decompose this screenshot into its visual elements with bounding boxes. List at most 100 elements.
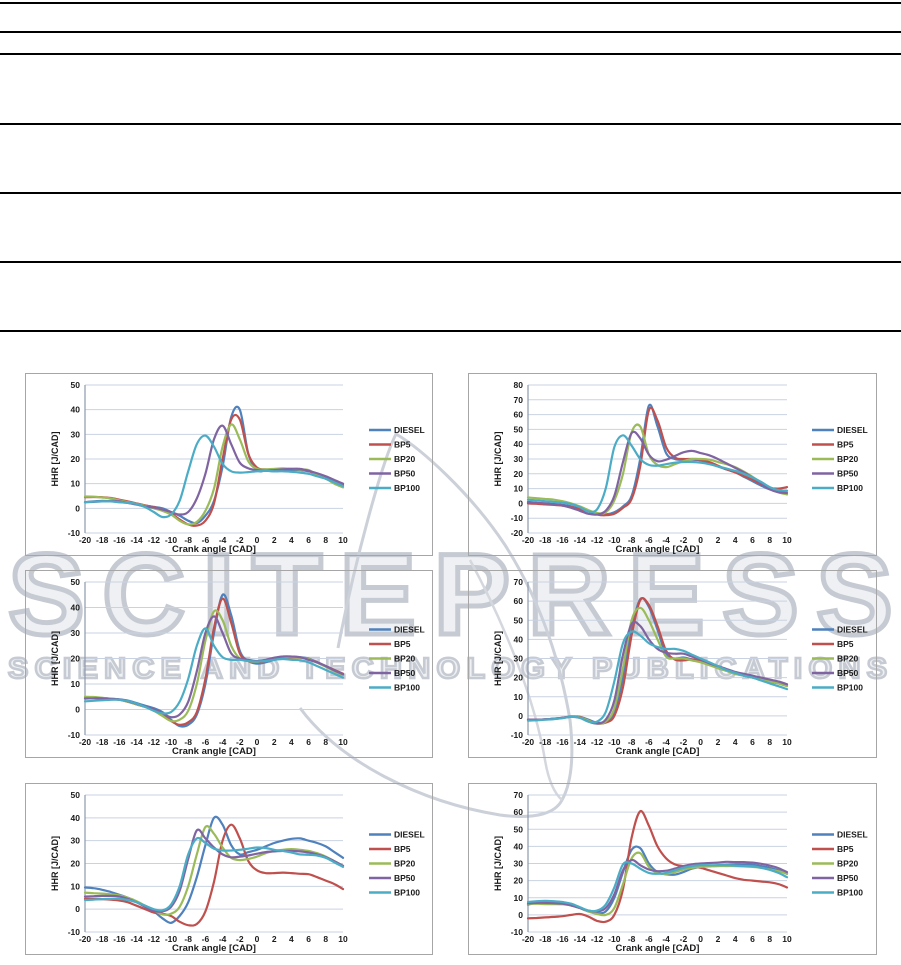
x-tick-label: -2 <box>680 737 688 747</box>
y-tick-label: 0 <box>518 711 523 721</box>
series-line-BP100 <box>526 434 789 514</box>
table-rule <box>0 330 901 332</box>
y-tick-label: 10 <box>514 893 524 903</box>
x-tick-label: 4 <box>733 934 738 944</box>
series-line-DIESEL <box>526 596 789 724</box>
legend-label-DIESEL: DIESEL <box>394 830 425 840</box>
x-tick-label: 10 <box>338 535 348 545</box>
legend-label-BP5: BP5 <box>394 844 411 854</box>
y-tick-label: 50 <box>514 824 524 834</box>
series-line-BP100 <box>83 627 345 715</box>
x-tick-label: -6 <box>202 934 210 944</box>
y-tick-label: 40 <box>514 841 524 851</box>
x-tick-label: -10 <box>165 737 178 747</box>
x-tick-label: 10 <box>782 535 792 545</box>
y-tick-label: -20 <box>511 528 524 538</box>
legend-label-BP5: BP5 <box>837 440 854 450</box>
y-tick-label: 50 <box>514 615 524 625</box>
x-tick-label: -8 <box>184 737 192 747</box>
x-tick-label: -18 <box>96 737 109 747</box>
legend-label-BP20: BP20 <box>394 454 416 464</box>
legend-label-BP5: BP5 <box>837 844 854 854</box>
x-tick-label: -4 <box>662 737 670 747</box>
table-rule <box>0 53 901 55</box>
x-tick-label: 8 <box>767 934 772 944</box>
table-rule <box>0 2 901 4</box>
y-tick-label: 20 <box>514 876 524 886</box>
x-tick-label: 4 <box>733 737 738 747</box>
y-tick-label: 70 <box>514 395 524 405</box>
x-tick-label: 10 <box>338 934 348 944</box>
x-tick-label: 0 <box>698 535 703 545</box>
y-tick-label: 50 <box>71 790 81 800</box>
x-tick-label: -18 <box>96 535 109 545</box>
chart-hhr-row3-left: -10 0 10 20 30 40 50 -20 -18 -16 -14 -12 -10 -8 -6 -4 -2… <box>25 783 433 955</box>
x-tick-label: 6 <box>306 535 311 545</box>
x-tick-label: -4 <box>662 934 670 944</box>
x-axis-title: Crank angle [CAD] <box>616 544 700 555</box>
legend-label-DIESEL: DIESEL <box>837 830 868 840</box>
y-tick-label: 10 <box>514 692 524 702</box>
y-tick-label: 10 <box>514 484 524 494</box>
x-tick-label: 6 <box>750 535 755 545</box>
y-axis-title: HHR [J/CAD] <box>493 431 503 486</box>
legend-label-BP20: BP20 <box>837 859 859 869</box>
x-tick-label: -20 <box>522 934 535 944</box>
y-tick-label: 30 <box>514 654 524 664</box>
x-tick-label: 4 <box>289 934 294 944</box>
x-axis-title: Crank angle [CAD] <box>172 544 256 555</box>
y-tick-label: 30 <box>71 429 81 439</box>
chart-border <box>25 373 433 556</box>
legend-label-DIESEL: DIESEL <box>394 425 425 435</box>
x-tick-label: -14 <box>130 535 143 545</box>
chart-hhr-row3-right: -10 0 10 20 30 40 50 60 70 -20 -18 -16 -14 -12 -10 -8 -6… <box>468 783 877 955</box>
legend-label-BP5: BP5 <box>837 639 854 649</box>
y-tick-label: 40 <box>514 634 524 644</box>
legend-label-BP20: BP20 <box>394 654 416 664</box>
x-tick-label: -2 <box>680 535 688 545</box>
x-tick-label: -8 <box>628 535 636 545</box>
y-axis-title: HHR [J/CAD] <box>50 836 60 891</box>
x-tick-label: 8 <box>767 535 772 545</box>
x-tick-label: 6 <box>750 737 755 747</box>
series-line-BP100 <box>83 434 345 519</box>
legend-label-BP50: BP50 <box>837 469 859 479</box>
x-tick-label: -20 <box>522 737 535 747</box>
chart-border <box>468 570 877 758</box>
x-tick-label: -18 <box>96 934 109 944</box>
y-tick-label: 70 <box>514 577 524 587</box>
y-tick-label: 50 <box>71 380 81 390</box>
legend-label-BP5: BP5 <box>394 639 411 649</box>
x-tick-label: 10 <box>782 934 792 944</box>
chart-hhr-row1-left: -10 0 10 20 30 40 50 -20 -18 -16 -14 -12 -10 -8 -6 -4 -2… <box>25 373 433 556</box>
x-tick-label: -12 <box>591 934 604 944</box>
y-tick-label: 40 <box>71 813 81 823</box>
x-tick-label: -14 <box>130 934 143 944</box>
x-tick-label: -18 <box>539 934 552 944</box>
series-line-BP20 <box>526 423 789 515</box>
x-tick-label: -18 <box>539 737 552 747</box>
y-axis-title: HHR [J/CAD] <box>493 836 503 891</box>
y-tick-label: 0 <box>518 910 523 920</box>
y-tick-label: -10 <box>68 730 81 740</box>
y-tick-label: 0 <box>518 498 523 508</box>
x-tick-label: -6 <box>202 737 210 747</box>
x-tick-label: 0 <box>255 934 260 944</box>
x-axis-title: Crank angle [CAD] <box>616 943 700 954</box>
x-axis-title: Crank angle [CAD] <box>616 746 700 757</box>
y-tick-label: 30 <box>514 859 524 869</box>
chart-hhr-row1-right: -20 -10 0 10 20 30 40 50 60 70 80 -20 -18 -16 -14 -12 -1… <box>468 373 877 556</box>
x-tick-label: -4 <box>662 535 670 545</box>
y-axis-title: HHR [J/CAD] <box>493 631 503 686</box>
x-tick-label: -10 <box>608 737 621 747</box>
x-tick-label: -20 <box>79 535 92 545</box>
legend-label-BP50: BP50 <box>394 469 416 479</box>
legend-label-BP100: BP100 <box>394 683 420 693</box>
x-tick-label: -6 <box>645 737 653 747</box>
x-tick-label: -4 <box>219 535 227 545</box>
x-tick-label: -6 <box>202 535 210 545</box>
legend-label-BP20: BP20 <box>394 859 416 869</box>
